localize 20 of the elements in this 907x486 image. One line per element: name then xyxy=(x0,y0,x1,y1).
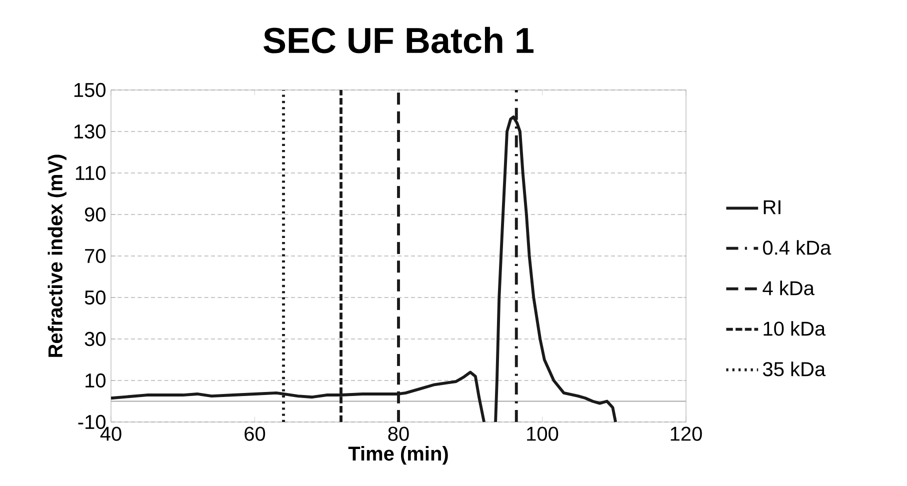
y-tick-label: 130 xyxy=(74,124,106,139)
y-axis-title: Refractive index (mV) xyxy=(48,154,66,357)
y-tick-label: 50 xyxy=(84,290,106,305)
legend-label: RI xyxy=(764,200,780,214)
x-axis-title: Time (min) xyxy=(348,446,448,465)
x-tick-label: 80 xyxy=(388,426,409,441)
x-tick-label: 60 xyxy=(244,426,266,441)
x-tick-label: 120 xyxy=(670,426,702,441)
chart-title: SEC UF Batch 1 xyxy=(264,26,534,54)
y-tick-label: 110 xyxy=(76,166,106,180)
y-tick-label: 150 xyxy=(74,82,106,98)
y-tick-label: 70 xyxy=(85,248,106,264)
legend-label: 35 kDa xyxy=(762,362,826,376)
legend-label: 10 kDa xyxy=(764,321,826,336)
legend-label: 4 kDa xyxy=(762,280,814,296)
legend-label: 0.4 kDa xyxy=(763,240,832,255)
y-tick-label: 30 xyxy=(84,332,106,346)
y-tick-label: 10 xyxy=(86,373,106,388)
x-tick-label: 100 xyxy=(527,426,558,441)
y-tick-label: 90 xyxy=(84,207,106,222)
